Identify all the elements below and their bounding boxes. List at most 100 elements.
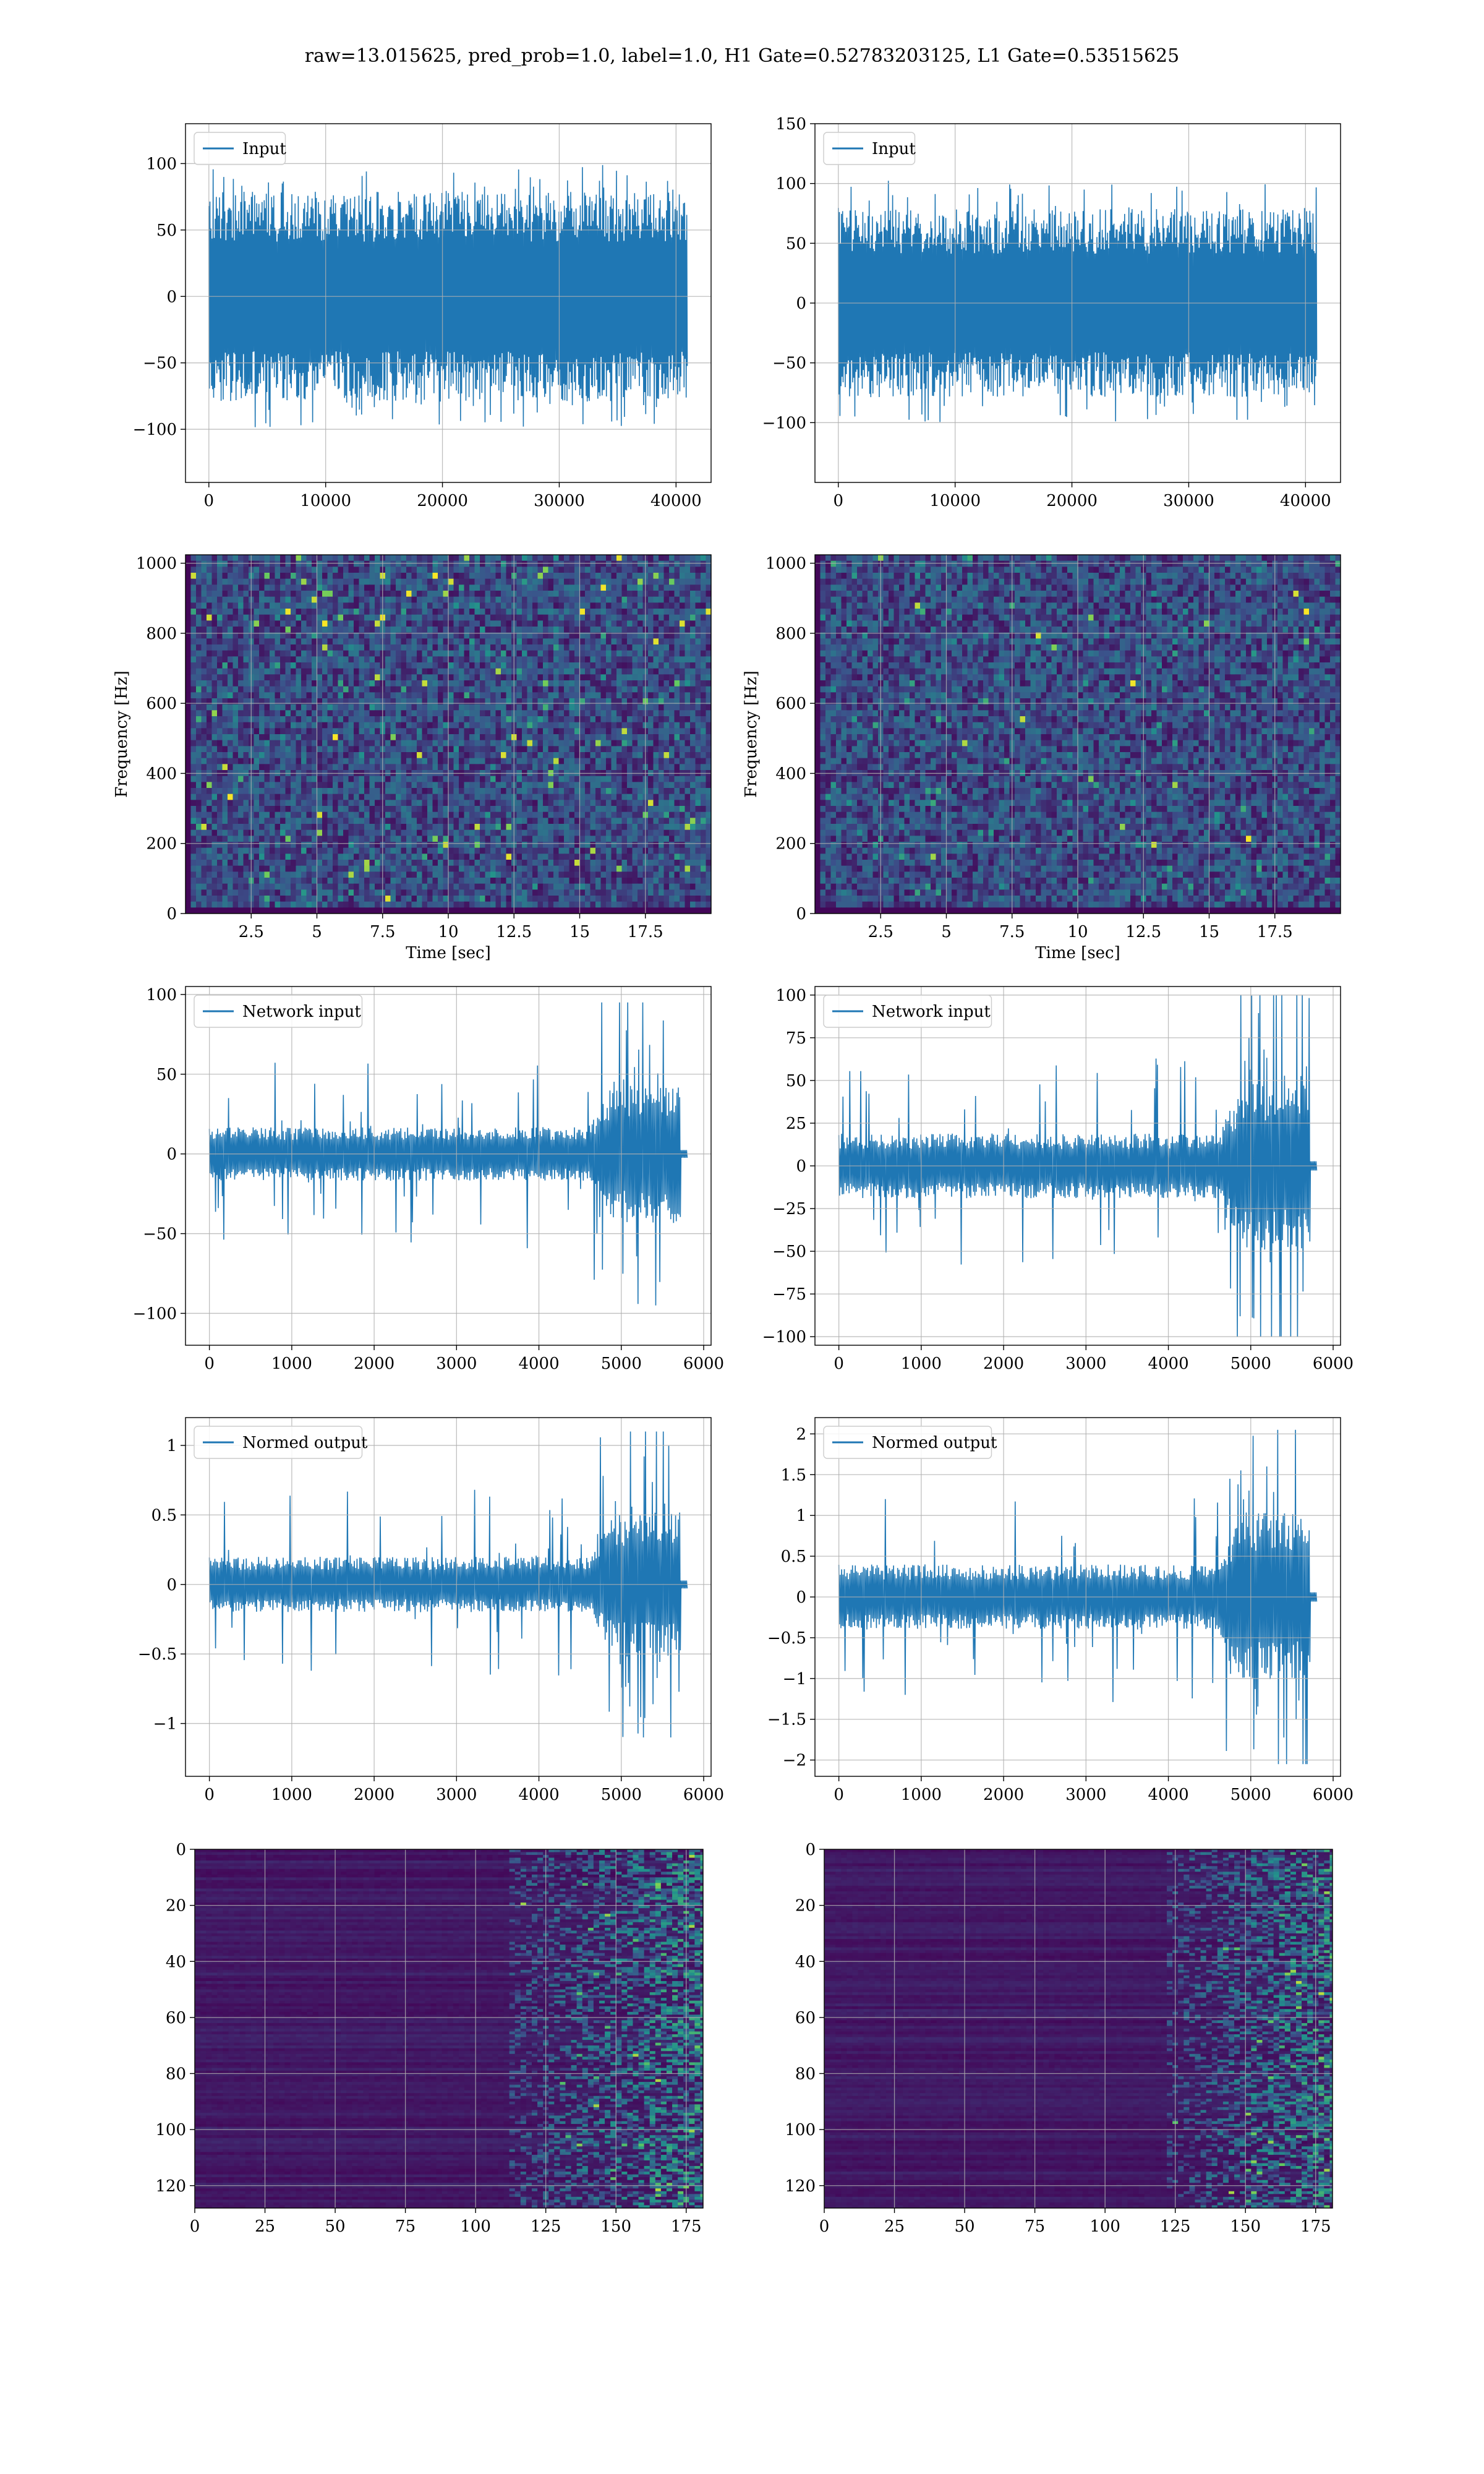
heatmap-cell [695,728,701,735]
heatmap-cell [375,656,381,663]
heatmap-cell [327,800,333,807]
heatmap-cell [595,704,602,711]
heatmap-cell [217,602,223,609]
heatmap-cell [669,638,675,645]
heatmap-cell [396,602,402,609]
heatmap-cell [285,842,291,849]
heatmap-cell [480,674,486,681]
heatmap-cell [495,602,501,609]
heatmap-cell [259,632,265,639]
heatmap-cell [548,746,554,753]
heatmap-cell [354,686,360,693]
heatmap-cell [516,555,522,562]
heatmap-cell [296,746,302,753]
heatmap-cell [427,836,433,842]
heatmap-cell [417,609,423,615]
heatmap-cell [453,776,459,782]
heatmap-cell [464,578,470,585]
x-tick-label: 40000 [1280,492,1331,510]
heatmap-cell [396,560,402,567]
heatmap-cell [669,560,675,567]
heatmap-cell [674,704,680,711]
heatmap-cell [558,722,565,729]
heatmap-cell [674,752,680,759]
heatmap-cell [327,722,333,729]
heatmap-cell [359,752,365,759]
heatmap-cell [217,567,223,573]
heatmap-cell [464,560,470,567]
heatmap-cell [474,602,480,609]
heatmap-cell [270,668,276,675]
heatmap-cell [543,584,549,591]
heatmap-cell [254,555,260,562]
heatmap-cell [579,680,586,687]
heatmap-cell [606,578,612,585]
heatmap-cell [501,788,507,795]
heatmap-cell [632,596,638,603]
heatmap-cell [201,698,207,705]
heatmap-cell [464,584,470,591]
heatmap-cell [232,842,239,849]
heatmap-cell [585,782,591,789]
heatmap-cell [527,591,533,597]
heatmap-cell [443,680,449,687]
heatmap-cell [417,638,423,645]
heatmap-cell [616,602,623,609]
heatmap-cell [211,662,218,669]
heatmap-cell [186,674,192,681]
heatmap-cell [663,620,670,627]
y-tick-label: −100 [762,414,806,432]
heatmap-cell [275,752,281,759]
heatmap-cell [348,650,354,657]
heatmap-cell [600,842,607,849]
heatmap-cell [385,704,391,711]
heatmap-cell [438,674,444,681]
heatmap-cell [606,710,612,717]
heatmap-cell [207,668,213,675]
heatmap-cell [354,632,360,639]
heatmap-cell [616,596,623,603]
heatmap-cell [680,644,686,651]
heatmap-cell [291,722,297,729]
heatmap-cell [438,692,444,699]
heatmap-cell [438,609,444,615]
heatmap-cell [422,811,428,818]
heatmap-cell [606,686,612,693]
heatmap-cell [590,728,596,735]
heatmap-cell [422,836,428,842]
heatmap-cell [243,776,249,782]
heatmap-cell [359,573,365,580]
heatmap-cell [438,638,444,645]
heatmap-cell [207,818,213,824]
heatmap-cell [238,555,244,562]
heatmap-cell [232,811,239,818]
heatmap-cell [432,644,438,651]
heatmap-cell [438,686,444,693]
heatmap-cell [401,609,407,615]
heatmap-cell [338,627,344,633]
heatmap-cell [632,692,638,699]
heatmap-cell [438,829,444,836]
heatmap-cell [243,555,249,562]
heatmap-cell [443,627,449,633]
heatmap-cell [228,824,234,831]
heatmap-cell [706,752,711,759]
heatmap-cell [485,836,491,842]
heatmap-cell [684,842,691,849]
heatmap-cell [232,698,239,705]
heatmap-cell [706,794,711,800]
heatmap-cell [417,728,423,735]
heatmap-cell [411,567,417,573]
heatmap-cell [516,776,522,782]
heatmap-cell [706,716,711,723]
heatmap-cell [264,674,270,681]
heatmap-cell [564,555,570,562]
heatmap-cell [201,836,207,842]
heatmap-cell [569,836,575,842]
heatmap-cell [322,698,328,705]
heatmap-cell [259,752,265,759]
heatmap-cell [595,560,602,567]
heatmap-cell [669,609,675,615]
heatmap-cell [196,644,202,651]
heatmap-cell [259,692,265,699]
